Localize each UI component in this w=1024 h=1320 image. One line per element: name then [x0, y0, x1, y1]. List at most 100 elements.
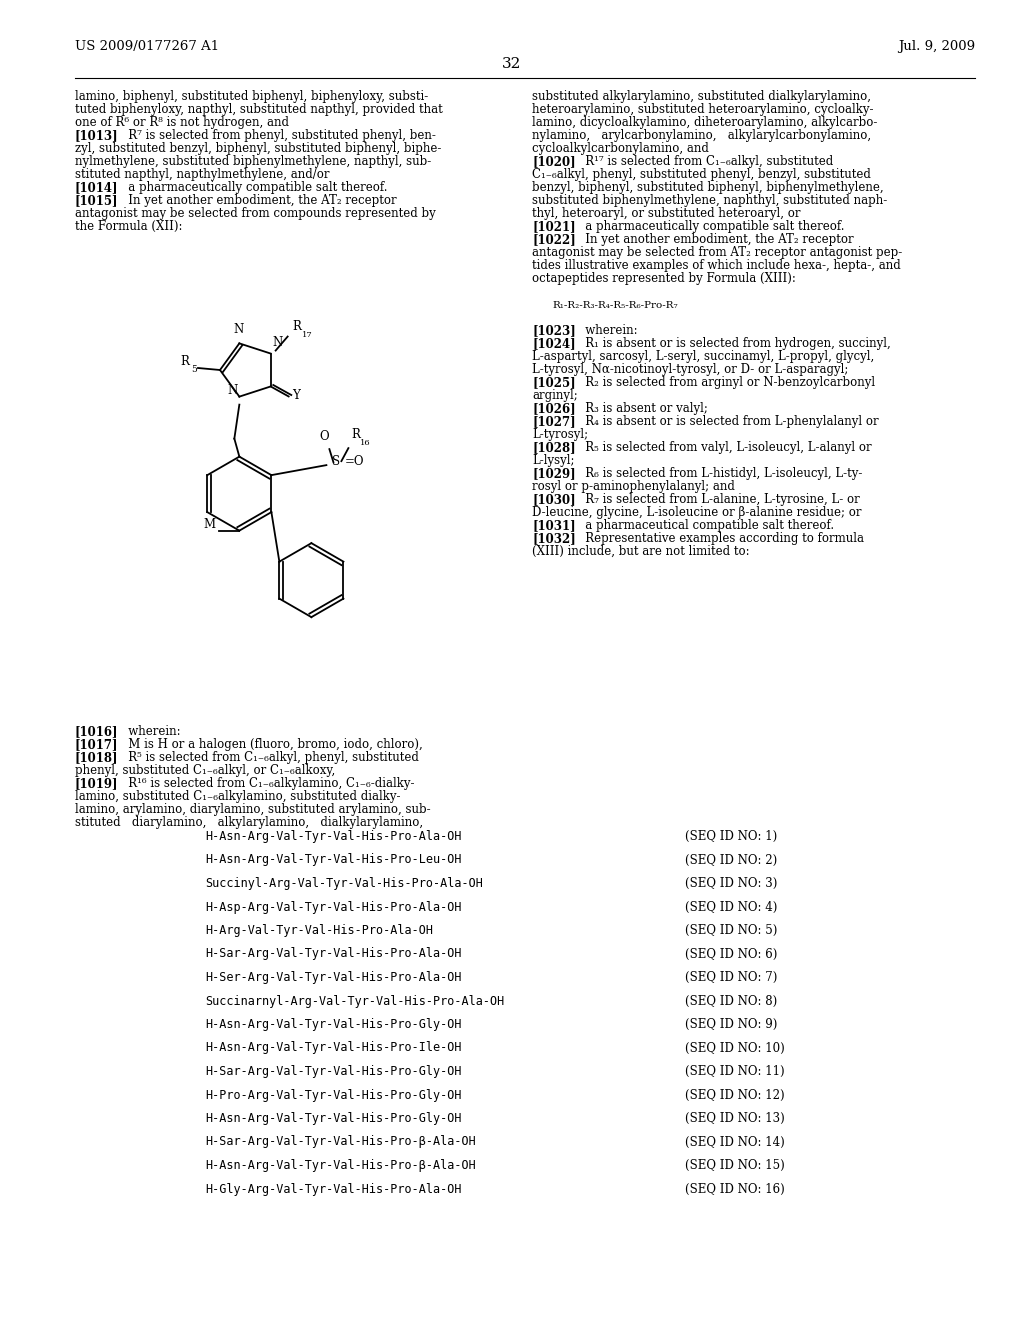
Text: [1017]: [1017]: [75, 738, 119, 751]
Text: L-tyrosyl;: L-tyrosyl;: [532, 428, 588, 441]
Text: benzyl, biphenyl, substituted biphenyl, biphenylmethylene,: benzyl, biphenyl, substituted biphenyl, …: [532, 181, 884, 194]
Text: substituted alkylarylamino, substituted dialkylarylamino,: substituted alkylarylamino, substituted …: [532, 90, 871, 103]
Text: [1024]: [1024]: [532, 337, 575, 350]
Text: R¹⁶ is selected from C₁₋₆alkylamino, C₁₋₆-dialky-: R¹⁶ is selected from C₁₋₆alkylamino, C₁₋…: [117, 777, 415, 789]
Text: arginyl;: arginyl;: [532, 389, 578, 403]
Text: N: N: [227, 384, 238, 396]
Text: H-Asn-Arg-Val-Tyr-Val-His-Pro-Gly-OH: H-Asn-Arg-Val-Tyr-Val-His-Pro-Gly-OH: [205, 1018, 462, 1031]
Text: cycloalkylcarbonylamino, and: cycloalkylcarbonylamino, and: [532, 143, 709, 154]
Text: a pharmaceutically compatible salt thereof.: a pharmaceutically compatible salt there…: [117, 181, 387, 194]
Text: N: N: [233, 323, 244, 337]
Text: [1013]: [1013]: [75, 129, 119, 143]
Text: (SEQ ID NO: 10): (SEQ ID NO: 10): [685, 1041, 784, 1055]
Text: R₄ is absent or is selected from L-phenylalanyl or: R₄ is absent or is selected from L-pheny…: [574, 414, 879, 428]
Text: (SEQ ID NO: 11): (SEQ ID NO: 11): [685, 1065, 784, 1078]
Text: Succinarnyl-Arg-Val-Tyr-Val-His-Pro-Ala-OH: Succinarnyl-Arg-Val-Tyr-Val-His-Pro-Ala-…: [205, 994, 504, 1007]
Text: (SEQ ID NO: 7): (SEQ ID NO: 7): [685, 972, 777, 983]
Text: R₁ is absent or is selected from hydrogen, succinyl,: R₁ is absent or is selected from hydroge…: [574, 337, 891, 350]
Text: R: R: [293, 319, 301, 333]
Text: [1018]: [1018]: [75, 751, 119, 764]
Text: In yet another embodiment, the AT₂ receptor: In yet another embodiment, the AT₂ recep…: [574, 234, 854, 246]
Text: H-Asn-Arg-Val-Tyr-Val-His-Pro-Ala-OH: H-Asn-Arg-Val-Tyr-Val-His-Pro-Ala-OH: [205, 830, 462, 843]
Text: nylmethylene, substituted biphenylmethylene, napthyl, sub-: nylmethylene, substituted biphenylmethyl…: [75, 154, 431, 168]
Text: R₁-R₂-R₃-R₄-R₅-R₆-Pro-R₇: R₁-R₂-R₃-R₄-R₅-R₆-Pro-R₇: [552, 301, 678, 310]
Text: H-Asn-Arg-Val-Tyr-Val-His-Pro-Leu-OH: H-Asn-Arg-Val-Tyr-Val-His-Pro-Leu-OH: [205, 854, 462, 866]
Text: [1030]: [1030]: [532, 492, 575, 506]
Text: H-Asn-Arg-Val-Tyr-Val-His-Pro-Ile-OH: H-Asn-Arg-Val-Tyr-Val-His-Pro-Ile-OH: [205, 1041, 462, 1055]
Text: 5: 5: [191, 366, 197, 374]
Text: Representative examples according to formula: Representative examples according to for…: [574, 532, 864, 545]
Text: R¹⁷ is selected from C₁₋₆alkyl, substituted: R¹⁷ is selected from C₁₋₆alkyl, substitu…: [574, 154, 834, 168]
Text: rosyl or p-aminophenylalanyl; and: rosyl or p-aminophenylalanyl; and: [532, 480, 735, 492]
Text: wherein:: wherein:: [117, 725, 180, 738]
Text: [1015]: [1015]: [75, 194, 119, 207]
Text: Jul. 9, 2009: Jul. 9, 2009: [898, 40, 975, 53]
Text: (SEQ ID NO: 12): (SEQ ID NO: 12): [685, 1089, 784, 1101]
Text: H-Arg-Val-Tyr-Val-His-Pro-Ala-OH: H-Arg-Val-Tyr-Val-His-Pro-Ala-OH: [205, 924, 433, 937]
Text: [1022]: [1022]: [532, 234, 575, 246]
Text: a pharmaceutical compatible salt thereof.: a pharmaceutical compatible salt thereof…: [574, 519, 835, 532]
Text: antagonist may be selected from compounds represented by: antagonist may be selected from compound…: [75, 207, 436, 220]
Text: [1020]: [1020]: [532, 154, 575, 168]
Text: R: R: [180, 355, 188, 368]
Text: (SEQ ID NO: 9): (SEQ ID NO: 9): [685, 1018, 777, 1031]
Text: Succinyl-Arg-Val-Tyr-Val-His-Pro-Ala-OH: Succinyl-Arg-Val-Tyr-Val-His-Pro-Ala-OH: [205, 876, 483, 890]
Text: [1028]: [1028]: [532, 441, 575, 454]
Text: S: S: [333, 455, 341, 469]
Text: =O: =O: [344, 455, 364, 469]
Text: heteroarylamino, substituted heteroarylamino, cycloalky-: heteroarylamino, substituted heteroaryla…: [532, 103, 873, 116]
Text: [1019]: [1019]: [75, 777, 119, 789]
Text: R: R: [351, 428, 360, 441]
Text: R₃ is absent or valyl;: R₃ is absent or valyl;: [574, 403, 708, 414]
Text: phenyl, substituted C₁₋₆alkyl, or C₁₋₆alkoxy,: phenyl, substituted C₁₋₆alkyl, or C₁₋₆al…: [75, 764, 335, 777]
Text: thyl, heteroaryl, or substituted heteroaryl, or: thyl, heteroaryl, or substituted heteroa…: [532, 207, 801, 220]
Text: [1032]: [1032]: [532, 532, 575, 545]
Text: M is H or a halogen (fluoro, bromo, iodo, chloro),: M is H or a halogen (fluoro, bromo, iodo…: [117, 738, 423, 751]
Text: H-Gly-Arg-Val-Tyr-Val-His-Pro-Ala-OH: H-Gly-Arg-Val-Tyr-Val-His-Pro-Ala-OH: [205, 1183, 462, 1196]
Text: Y: Y: [292, 389, 300, 403]
Text: R₅ is selected from valyl, L-isoleucyl, L-alanyl or: R₅ is selected from valyl, L-isoleucyl, …: [574, 441, 871, 454]
Text: N: N: [272, 335, 283, 348]
Text: lamino, arylamino, diarylamino, substituted arylamino, sub-: lamino, arylamino, diarylamino, substitu…: [75, 803, 431, 816]
Text: [1031]: [1031]: [532, 519, 575, 532]
Text: H-Asp-Arg-Val-Tyr-Val-His-Pro-Ala-OH: H-Asp-Arg-Val-Tyr-Val-His-Pro-Ala-OH: [205, 900, 462, 913]
Text: R₂ is selected from arginyl or N-benzoylcarbonyl: R₂ is selected from arginyl or N-benzoyl…: [574, 376, 876, 389]
Text: lamino, biphenyl, substituted biphenyl, biphenyloxy, substi-: lamino, biphenyl, substituted biphenyl, …: [75, 90, 428, 103]
Text: lamino, dicycloalkylamino, diheteroarylamino, alkylcarbo-: lamino, dicycloalkylamino, diheteroaryla…: [532, 116, 878, 129]
Text: nylamino,   arylcarbonylamino,   alkylarylcarbonylamino,: nylamino, arylcarbonylamino, alkylarylca…: [532, 129, 871, 143]
Text: [1027]: [1027]: [532, 414, 575, 428]
Text: the Formula (XII):: the Formula (XII):: [75, 220, 182, 234]
Text: H-Ser-Arg-Val-Tyr-Val-His-Pro-Ala-OH: H-Ser-Arg-Val-Tyr-Val-His-Pro-Ala-OH: [205, 972, 462, 983]
Text: H-Asn-Arg-Val-Tyr-Val-His-Pro-β-Ala-OH: H-Asn-Arg-Val-Tyr-Val-His-Pro-β-Ala-OH: [205, 1159, 476, 1172]
Text: [1021]: [1021]: [532, 220, 575, 234]
Text: [1014]: [1014]: [75, 181, 119, 194]
Text: US 2009/0177267 A1: US 2009/0177267 A1: [75, 40, 219, 53]
Text: R⁵ is selected from C₁₋₆alkyl, phenyl, substituted: R⁵ is selected from C₁₋₆alkyl, phenyl, s…: [117, 751, 419, 764]
Text: In yet another embodiment, the AT₂ receptor: In yet another embodiment, the AT₂ recep…: [117, 194, 396, 207]
Text: tides illustrative examples of which include hexa-, hepta-, and: tides illustrative examples of which inc…: [532, 259, 901, 272]
Text: M: M: [204, 517, 215, 531]
Text: stituted   diarylamino,   alkylarylamino,   dialkylarylamino,: stituted diarylamino, alkylarylamino, di…: [75, 816, 423, 829]
Text: 17: 17: [302, 330, 312, 338]
Text: (SEQ ID NO: 1): (SEQ ID NO: 1): [685, 830, 777, 843]
Text: stituted napthyl, napthylmethylene, and/or: stituted napthyl, napthylmethylene, and/…: [75, 168, 330, 181]
Text: O: O: [319, 430, 329, 444]
Text: H-Pro-Arg-Val-Tyr-Val-His-Pro-Gly-OH: H-Pro-Arg-Val-Tyr-Val-His-Pro-Gly-OH: [205, 1089, 462, 1101]
Text: antagonist may be selected from AT₂ receptor antagonist pep-: antagonist may be selected from AT₂ rece…: [532, 246, 902, 259]
Text: (SEQ ID NO: 2): (SEQ ID NO: 2): [685, 854, 777, 866]
Text: tuted biphenyloxy, napthyl, substituted napthyl, provided that: tuted biphenyloxy, napthyl, substituted …: [75, 103, 442, 116]
Text: (SEQ ID NO: 6): (SEQ ID NO: 6): [685, 948, 777, 961]
Text: (SEQ ID NO: 3): (SEQ ID NO: 3): [685, 876, 777, 890]
Text: octapeptides represented by Formula (XIII):: octapeptides represented by Formula (XII…: [532, 272, 796, 285]
Text: (SEQ ID NO: 5): (SEQ ID NO: 5): [685, 924, 777, 937]
Text: H-Sar-Arg-Val-Tyr-Val-His-Pro-Gly-OH: H-Sar-Arg-Val-Tyr-Val-His-Pro-Gly-OH: [205, 1065, 462, 1078]
Text: (XIII) include, but are not limited to:: (XIII) include, but are not limited to:: [532, 545, 750, 558]
Text: [1025]: [1025]: [532, 376, 575, 389]
Text: wherein:: wherein:: [574, 323, 638, 337]
Text: D-leucine, glycine, L-isoleucine or β-alanine residue; or: D-leucine, glycine, L-isoleucine or β-al…: [532, 506, 861, 519]
Text: one of R⁶ or R⁸ is not hydrogen, and: one of R⁶ or R⁸ is not hydrogen, and: [75, 116, 289, 129]
Text: [1023]: [1023]: [532, 323, 575, 337]
Text: R₆ is selected from L-histidyl, L-isoleucyl, L-ty-: R₆ is selected from L-histidyl, L-isoleu…: [574, 467, 862, 480]
Text: (SEQ ID NO: 13): (SEQ ID NO: 13): [685, 1111, 784, 1125]
Text: substituted biphenylmethylene, naphthyl, substituted naph-: substituted biphenylmethylene, naphthyl,…: [532, 194, 887, 207]
